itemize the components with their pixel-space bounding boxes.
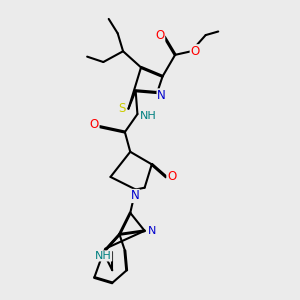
Text: NH: NH bbox=[140, 111, 157, 121]
Text: O: O bbox=[155, 28, 165, 42]
Text: N: N bbox=[130, 190, 139, 202]
Text: NH: NH bbox=[95, 251, 112, 261]
Text: O: O bbox=[190, 45, 200, 58]
Text: N: N bbox=[148, 226, 156, 236]
Text: N: N bbox=[157, 89, 166, 102]
Text: S: S bbox=[118, 102, 126, 115]
Text: O: O bbox=[90, 118, 99, 131]
Text: O: O bbox=[167, 170, 176, 183]
